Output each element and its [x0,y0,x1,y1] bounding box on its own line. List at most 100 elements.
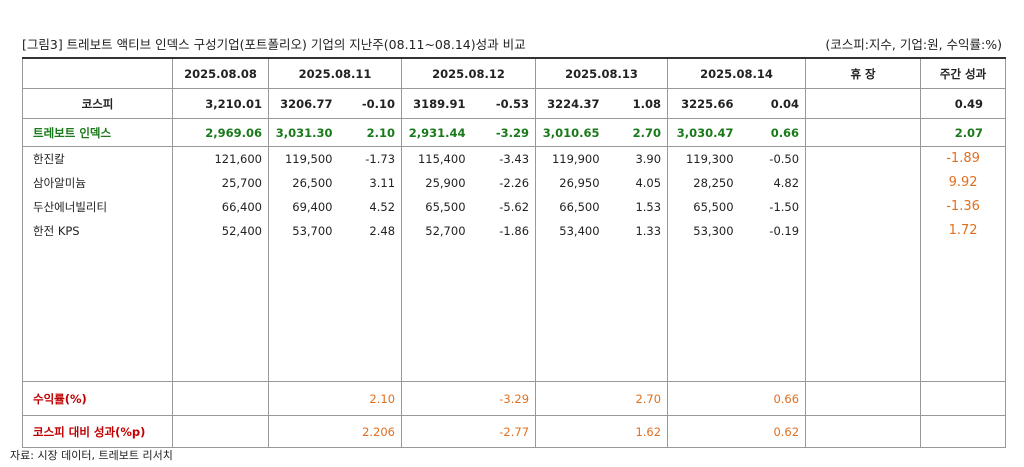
change: 1.33 [605,218,669,243]
change: 2.10 [338,118,403,147]
table-row: 코스피 3,210.01 3206.77 -0.10 3189.91 -0.53 3224.… [22,88,1007,119]
price: 3,010.65 [535,118,606,147]
empty-cell [401,242,472,382]
change: -1.86 [471,218,537,243]
price: 119,900 [535,146,606,171]
price: 28,250 [667,170,740,195]
table-row: 한진칼 121,600 119,500 -1.73 115,400 -3.43 119,90… [22,146,1007,171]
change: -3.29 [471,118,537,147]
change: -0.19 [739,218,807,243]
header-cell: 2025.08.08 [172,57,269,89]
unit-note: (코스피:지수, 기업:원, 수익률:%) [825,37,1002,52]
change: -0.53 [471,88,537,119]
empty-cell [172,381,269,416]
empty-cell [805,242,922,382]
change: 4.52 [338,194,403,219]
weekly-return: 2.07 [920,118,1007,147]
header-cell: 휴 장 [805,57,922,89]
empty-cell [535,242,606,382]
header-cell: 2025.08.12 [401,57,537,89]
price: 3189.91 [401,88,472,119]
row-label: 한진칼 [22,146,173,171]
price: 26,500 [268,170,339,195]
base-value: 25,700 [172,170,269,195]
change: 3.90 [605,146,669,171]
change: -5.62 [471,194,537,219]
change: 2.48 [338,218,403,243]
summary-value: 0.66 [739,381,807,416]
change: -3.43 [471,146,537,171]
empty-cell [535,415,606,448]
price: 52,700 [401,218,472,243]
weekly-return: -1.89 [920,146,1007,171]
price: 3224.37 [535,88,606,119]
summary-label: 코스피 대비 성과(%p) [22,415,173,448]
header-cell: 주간 성과 [920,57,1007,89]
source-note: 자료: 시장 데이터, 트레보트 리서치 [10,449,173,462]
table-row: 트레보트 인덱스 2,969.06 3,031.30 2.10 2,931.44 -3.2… [22,118,1007,147]
price: 69,400 [268,194,339,219]
change: -1.50 [739,194,807,219]
price: 53,300 [667,218,740,243]
summary-value: 1.62 [605,415,669,448]
base-value: 2,969.06 [172,118,269,147]
summary-value: 2.206 [338,415,403,448]
empty-cell [268,415,339,448]
base-value: 3,210.01 [172,88,269,119]
row-label: 한전 KPS [22,218,173,243]
empty-cell [268,381,339,416]
header-cell: 2025.08.11 [267,57,403,89]
price: 3225.66 [667,88,740,119]
empty-cell [605,242,669,382]
table-row: 수익률(%) 2.10 -3.29 2.70 0.66 [22,381,1007,416]
table-row: 한전 KPS 52,400 53,700 2.48 52,700 -1.86 53,400 1… [22,218,1007,243]
base-value: 121,600 [172,146,269,171]
price: 53,400 [535,218,606,243]
summary-value: 0.62 [739,415,807,448]
empty-cell [667,415,740,448]
summary-value: -2.77 [471,415,537,448]
empty-cell [535,381,606,416]
price: 26,950 [535,170,606,195]
price: 115,400 [401,146,472,171]
price: 65,500 [667,194,740,219]
empty-cell [920,242,1007,382]
change: -1.73 [338,146,403,171]
empty-cell [401,415,472,448]
change: -2.26 [471,170,537,195]
price: 2,931.44 [401,118,472,147]
header-cell: 2025.08.13 [535,57,669,89]
empty-cell [172,242,269,382]
holiday-cell [805,170,922,195]
price: 119,500 [268,146,339,171]
empty-cell [22,242,173,382]
figure-title: [그림3] 트레보트 액티브 인덱스 구성기업(포트폴리오) 기업의 지난주(0… [22,37,526,52]
holiday-cell [805,88,922,119]
holiday-cell [805,218,922,243]
base-value: 52,400 [172,218,269,243]
change: -0.10 [338,88,403,119]
empty-cell [920,415,1007,448]
holiday-cell [805,146,922,171]
summary-value: 2.10 [338,381,403,416]
table-row: 코스피 대비 성과(%p) 2.206 -2.77 1.62 0.62 [22,415,1007,448]
change: 3.11 [338,170,403,195]
empty-cell [667,242,740,382]
weekly-return: -1.36 [920,194,1007,219]
change: -0.50 [739,146,807,171]
summary-label: 수익률(%) [22,381,173,416]
holiday-cell [805,194,922,219]
change: 4.05 [605,170,669,195]
holiday-cell [805,118,922,147]
base-value: 66,400 [172,194,269,219]
empty-cell [805,415,922,448]
empty-cell [667,381,740,416]
price: 3206.77 [268,88,339,119]
table-row: 삼아알미늄 25,700 26,500 3.11 25,900 -2.26 26,950 4.… [22,170,1007,195]
price: 66,500 [535,194,606,219]
weekly-return: 1.72 [920,218,1007,243]
empty-cell [172,415,269,448]
empty-cell [739,242,807,382]
change: 1.53 [605,194,669,219]
